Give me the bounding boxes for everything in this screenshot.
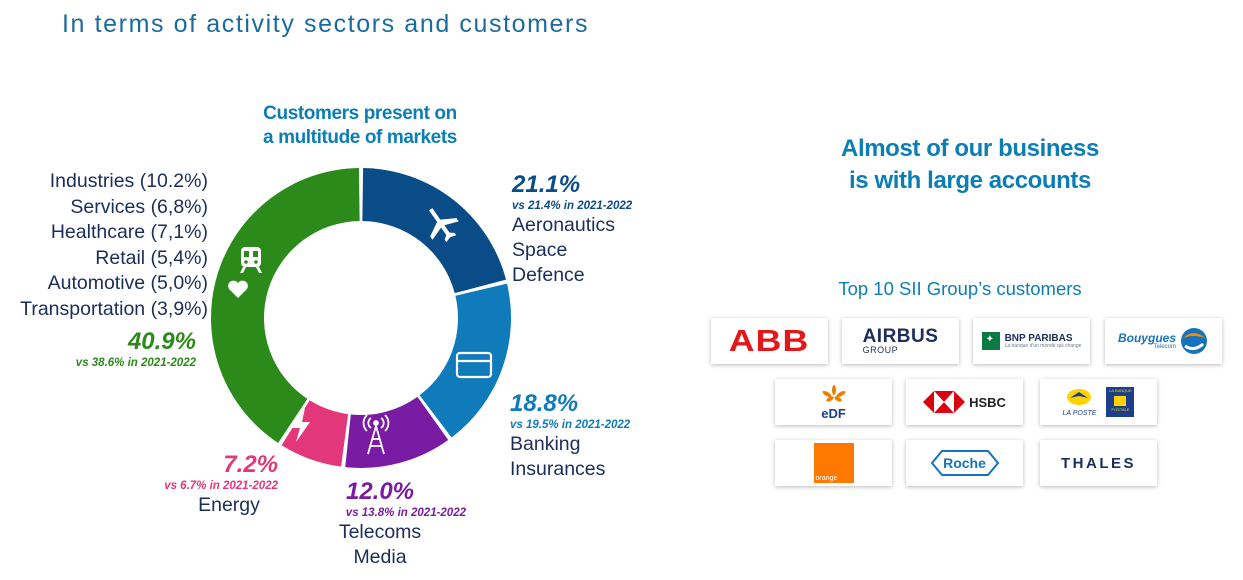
bouygues-logo-words: Bouygues Telecom [1118,332,1176,350]
telecom-label: 12.0% vs 13.8% in 2021-2022 Telecoms Med… [300,478,466,570]
la-poste-logo-wrap: LA POSTE LA BANQUE POSTALE [1063,387,1135,417]
large-accounts-heading: Almost of our business is with large acc… [800,133,1140,197]
banque-postale-top: LA BANQUE [1109,388,1132,393]
bnp-logo-words: BNP PARIBAS La banque d'un monde qui cha… [1004,332,1082,349]
bouygues-ball-icon [1181,328,1207,354]
edf-sun-icon [822,384,845,402]
donut-heading: Customers present on a multitude of mark… [232,102,488,150]
orange-square: orange [813,443,854,483]
sector-industries: Industries (10.2%) [49,170,208,192]
aero-percent: 21.1% [512,171,581,198]
telecom-vs: vs 13.8% in 2021-2022 [345,507,466,519]
heart-icon [228,280,248,298]
aero-label: 21.1% vs 21.4% in 2021-2022 Aeronautics … [512,171,632,288]
abb-logo: ABB [711,318,828,364]
airplane-icon [429,208,459,243]
bouygues-logo-sub: Telecom [1153,344,1176,350]
donut-segment-energy [281,400,349,467]
bnp-paribas-logo: ✦ BNP PARIBAS La banque d'un monde qui c… [973,318,1090,364]
others-label: 40.9% vs 38.6% in 2021-2022 [50,328,196,370]
roche-logo-text: Roche [943,455,986,471]
roche-logo: Roche [906,440,1023,486]
banking-cat-2: Insurances [510,458,606,480]
aero-vs: vs 21.4% in 2021-2022 [512,200,633,212]
abb-logo-text: ABB [729,323,810,358]
airbus-logo-text: AIRBUS [862,326,939,347]
la-poste-logo: LA POSTE LA BANQUE POSTALE [1040,379,1157,425]
page-title: In terms of activity sectors and custome… [62,10,590,38]
roche-hexagon-icon [930,450,999,476]
energy-cat-1: Energy [198,494,260,516]
aero-cat-2: Space [512,239,568,261]
bouygues-logo-text: Bouygues [1117,331,1176,345]
hsbc-hexagon-icon [923,391,966,413]
telecom-percent: 12.0% [345,478,415,505]
other-sectors-list: Industries (10.2%) Services (6,8%) Healt… [20,169,208,323]
sector-automotive: Automotive (5,0%) [47,272,208,295]
credit-card-icon [455,351,493,379]
donut-heading-line-2: a multitude of markets [263,127,457,148]
hsbc-logo-wrap: HSBC [923,391,1006,413]
antenna-tower-icon [362,414,390,455]
others-vs: vs 38.6% in 2021-2022 [75,357,196,369]
aero-cat-1: Aeronautics [512,214,615,236]
airbus-logo-wordmark: AIRBUS GROUP [863,327,939,355]
bnp-logo-tagline: La banque d'un monde qui change [1004,342,1082,349]
banque-postale-bottom: POSTALE [1111,406,1130,412]
banking-vs: vs 19.5% in 2021-2022 [510,419,631,431]
edf-logo-wrap: eDF [821,384,847,421]
donut-heading-line-1: Customers present on [263,103,457,124]
thales-logo-text: THALES [1061,454,1136,472]
banque-postale-emblem [1114,395,1127,406]
energy-label: 7.2% vs 6.7% in 2021-2022 Energy [140,451,278,518]
bouygues-logo: Bouygues Telecom [1105,318,1222,364]
la-poste-bird-icon [1067,388,1092,405]
airbus-logo-sub: GROUP [862,345,899,355]
bnp-logo-wrap: ✦ BNP PARIBAS La banque d'un monde qui c… [981,332,1082,350]
energy-vs: vs 6.7% in 2021-2022 [164,480,278,492]
thales-logo: THALES [1040,440,1157,486]
donut-segment-telecom [345,396,449,468]
sector-transportation: Transportation (3,9%) [20,297,208,320]
orange-logo-text: orange [815,475,838,482]
telecom-cat-2: Media [353,546,407,568]
bnp-logo-text: BNP PARIBAS [1004,332,1073,344]
hsbc-logo: HSBC [906,379,1023,425]
hsbc-logo-text: HSBC [969,394,1006,410]
donut-segment-others [211,168,360,443]
edf-logo-text: eDF [821,405,846,421]
la-poste-logo-text: LA POSTE [1062,409,1097,417]
lightning-icon [292,408,310,442]
telecom-cat-1: Telecoms [338,521,422,543]
bnp-stars-icon: ✦ [981,332,1000,350]
others-percent: 40.9% [127,328,196,355]
train-icon [240,247,262,273]
sector-retail: Retail (5,4%) [95,246,208,269]
sector-services: Services (6,8%) [70,195,208,218]
la-poste-mark: LA POSTE [1062,388,1097,417]
banking-percent: 18.8% [510,390,579,417]
sector-healthcare: Healthcare (7,1%) [50,221,208,244]
banking-label: 18.8% vs 19.5% in 2021-2022 Banking Insu… [510,390,630,482]
bouygues-logo-wrap: Bouygues Telecom [1118,326,1209,356]
banking-cat-1: Banking [510,433,581,455]
aero-cat-3: Defence [512,264,585,286]
airbus-logo: AIRBUS GROUP [842,318,959,364]
large-accounts-heading-line-2: is with large accounts [849,167,1091,194]
energy-percent: 7.2% [223,451,278,478]
orange-logo: orange [775,440,892,486]
edf-logo: eDF [775,379,892,425]
large-accounts-heading-line-1: Almost of our business [841,135,1099,162]
banque-postale-logo: LA BANQUE POSTALE [1106,387,1135,417]
top10-title: Top 10 SII Group’s customers [838,278,1082,299]
